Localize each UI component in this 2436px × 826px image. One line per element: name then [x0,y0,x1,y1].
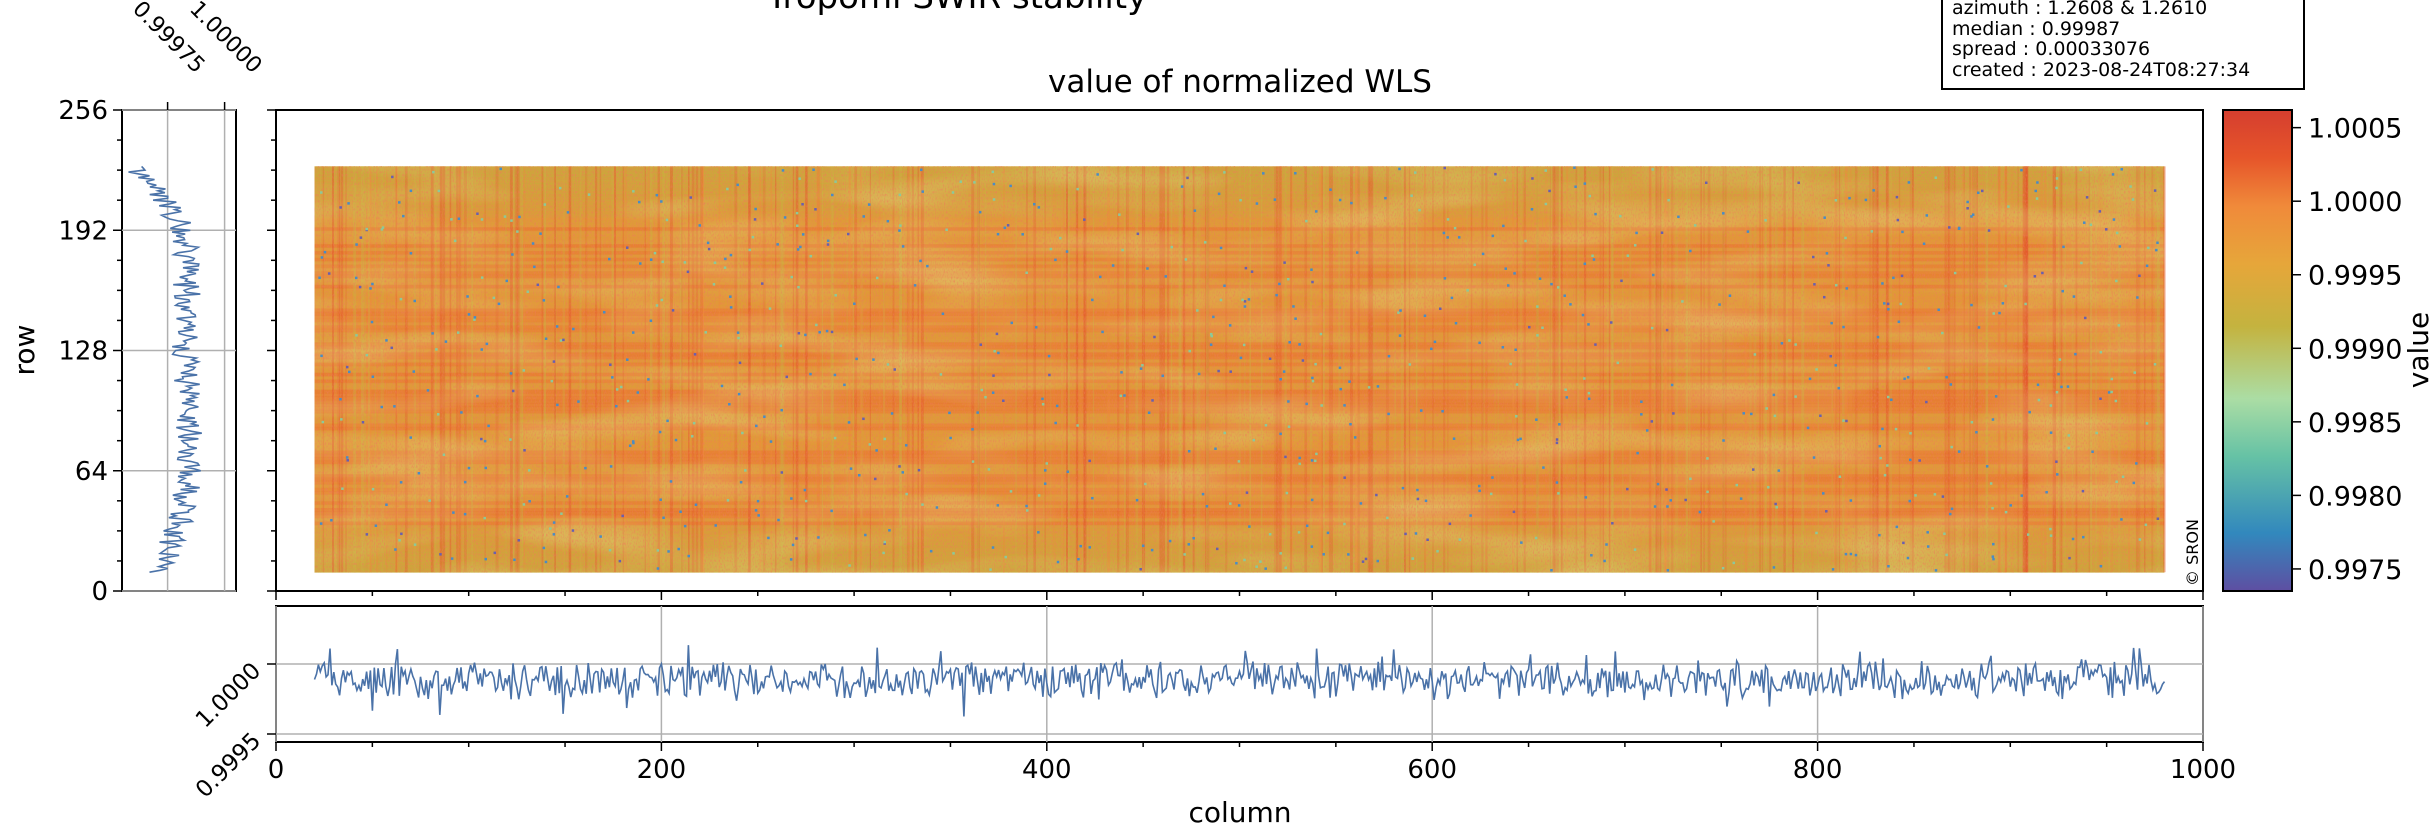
column-tick-label: 600 [1407,755,1457,785]
info-line-median: median : 0.99987 [1952,18,2120,40]
info-line-azimuth: azimuth : 1.2608 & 1.2610 [1952,0,2207,19]
info-line-created: created : 2023-08-24T08:27:34 [1952,59,2250,81]
column-axis-label: column [1188,796,1291,826]
row-tick-label: 192 [58,216,108,246]
row-profile-line [128,165,202,573]
info-box: azimuth : 1.2608 & 1.2610 median : 0.999… [1941,0,2305,90]
row-profile-y-ticks: 0 64 128 192 256 [58,96,122,607]
info-line-spread: spread : 0.00033076 [1952,38,2150,60]
column-profile-x-ticks: 0 200 400 600 800 1000 [268,742,2236,785]
colorbar-tick-label: 1.0005 [2308,114,2402,145]
heatmap-image [314,166,2166,573]
column-tick-label: 400 [1022,755,1072,785]
heatmap-y-ticks [267,109,276,592]
figure-title: Tropomi SWIR stability [766,0,1147,17]
heatmap-x-ticks [275,591,2204,600]
colorbar-label: value [2402,312,2435,388]
column-tick-label: 1000 [2170,755,2236,785]
column-tick-label: 200 [637,755,687,785]
row-tick-label: 128 [58,337,108,367]
colorbar-tick-label: 0.9980 [2308,481,2402,512]
copyright-label: © SRON [2183,519,2202,586]
colorbar-tick-label: 0.9985 [2308,408,2402,439]
column-profile-y-tick-label: 0.9995 [191,728,266,803]
colorbar-tick-label: 0.9975 [2308,555,2402,586]
row-tick-label: 0 [91,577,108,607]
row-tick-label: 64 [75,457,108,487]
heatmap-panel: © SRON [267,109,2204,600]
colorbar-tick-label: 0.9995 [2308,261,2402,292]
column-profile-line [313,645,2166,717]
colorbar-ticks: 0.9975 0.9980 0.9985 0.9990 0.9995 1.0000 1.00… [2292,114,2402,586]
column-tick-label: 0 [268,755,285,785]
row-profile-grid [122,109,236,592]
heatmap-title: value of normalized WLS [1048,64,1432,100]
column-profile-y-tick-label: 1.0000 [191,658,266,733]
colorbar: 0.9975 0.9980 0.9985 0.9990 0.9995 1.0000 1.00… [2222,109,2435,592]
column-tick-label: 800 [1793,755,1843,785]
colorbar-tick-label: 1.0000 [2308,187,2402,218]
colorbar-gradient [2222,109,2293,592]
column-profile-grid [275,606,2204,742]
row-axis-label: row [8,325,41,376]
colorbar-tick-label: 0.9990 [2308,334,2402,365]
row-tick-label: 256 [58,96,108,126]
